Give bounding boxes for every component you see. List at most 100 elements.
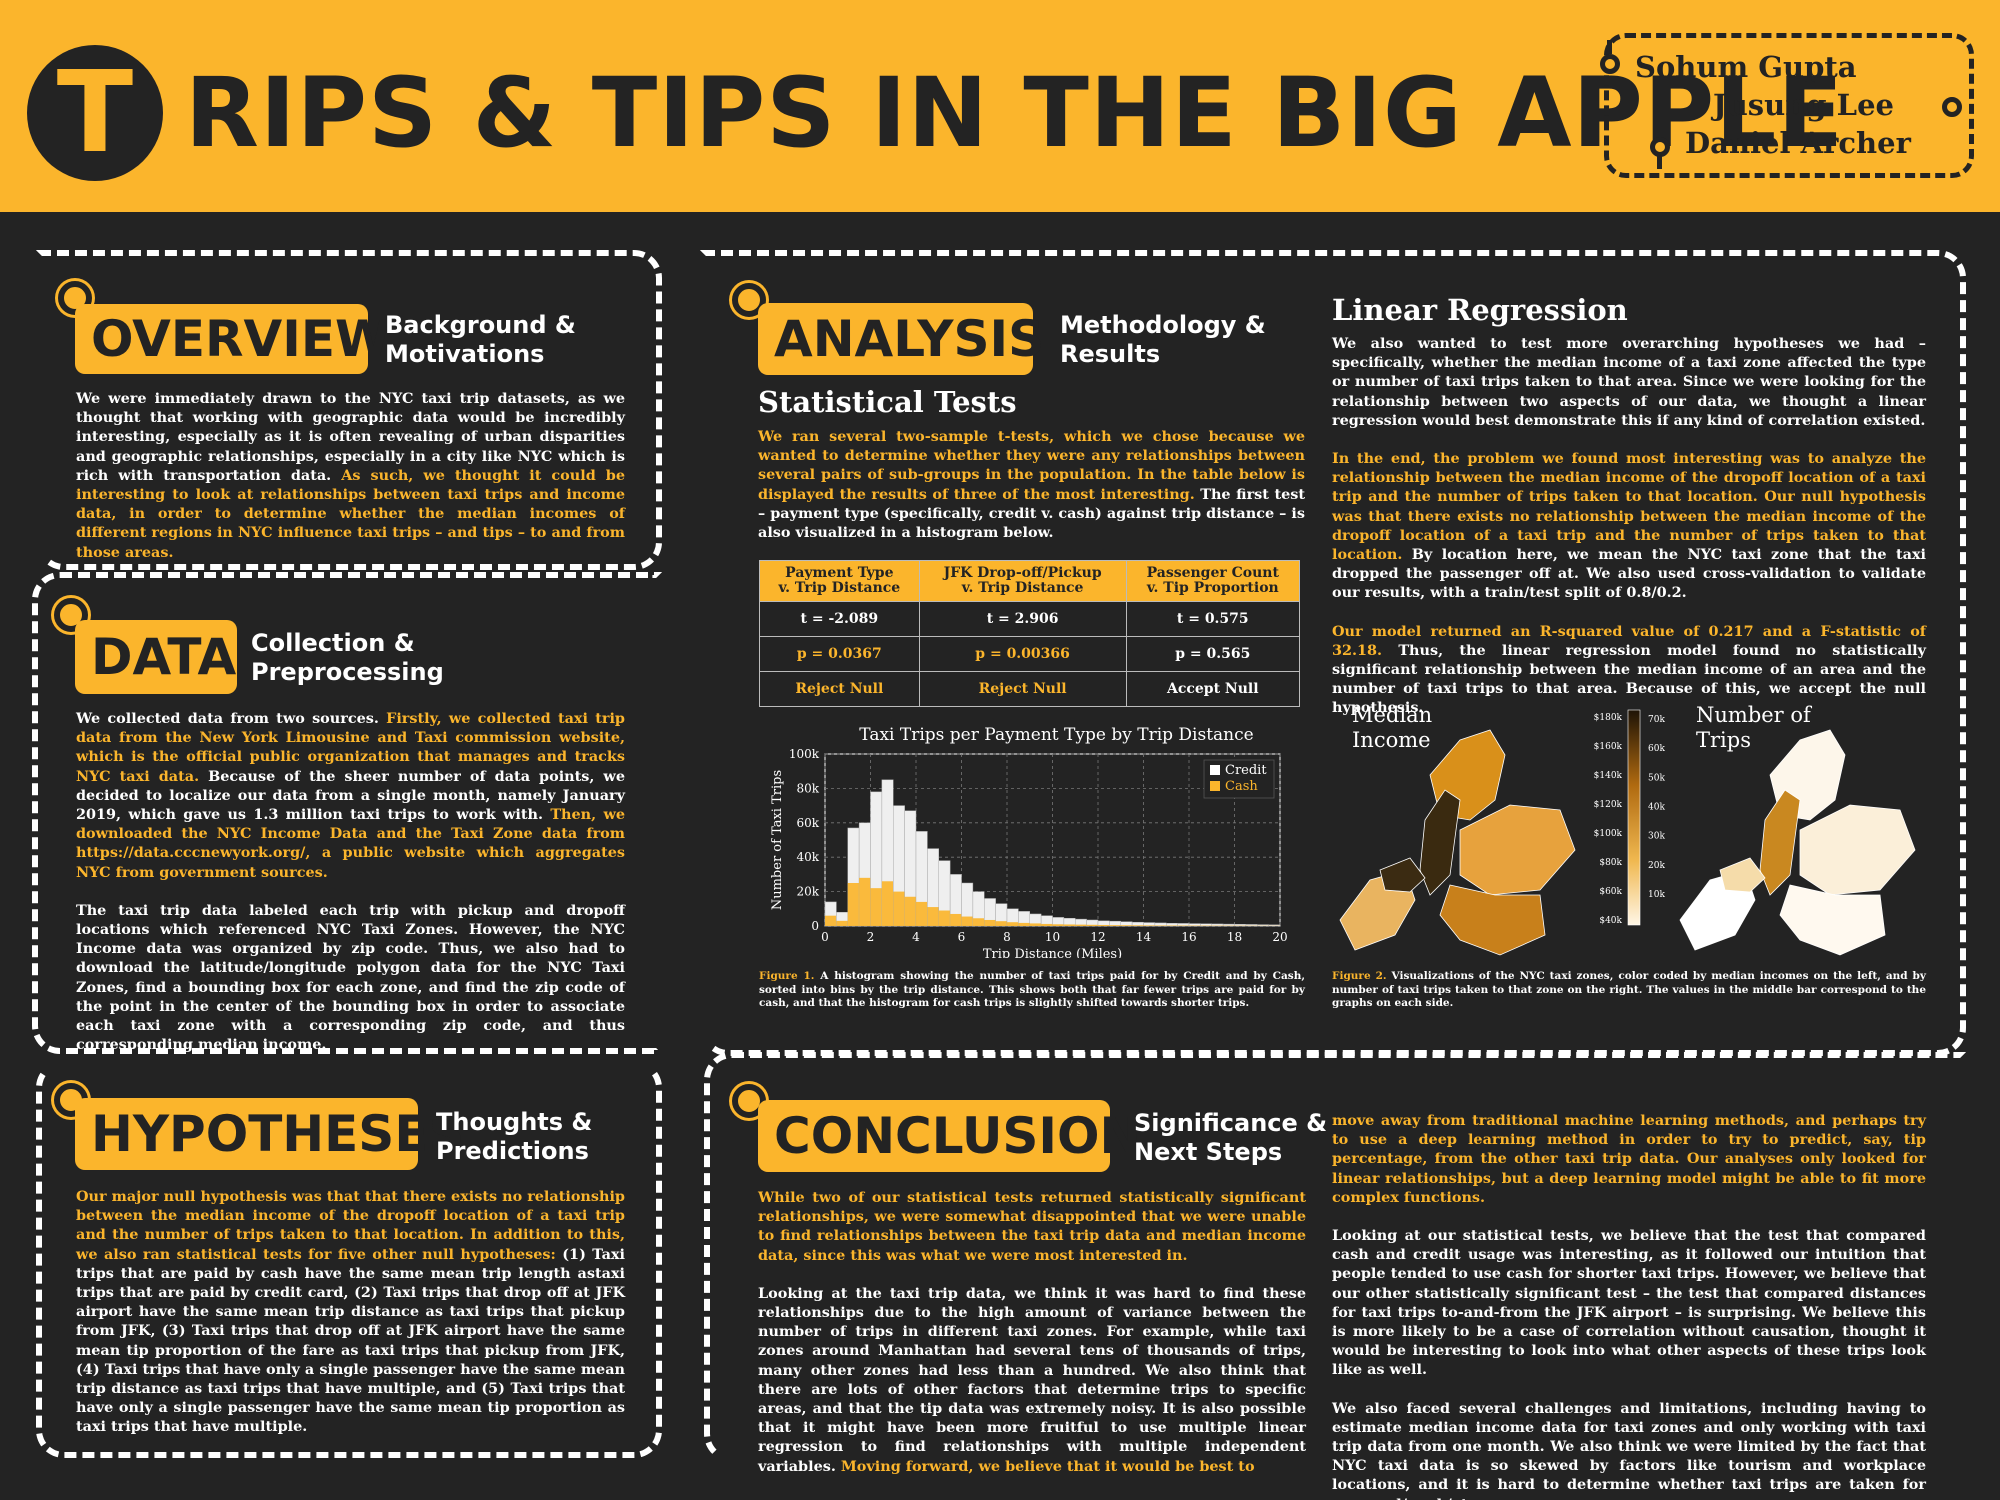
- x-axis-label: Trip Distance (Miles): [983, 947, 1122, 958]
- data-body: We collected data from two sources. Firs…: [76, 709, 625, 1073]
- text-segment: We ran several two-sample t-tests, which…: [758, 428, 1305, 503]
- map-pin-icon: [1600, 54, 1620, 74]
- table-cell: t = -2.089: [759, 601, 920, 637]
- pin-stem: [1657, 155, 1662, 169]
- conclusion-subtitle: Significance & Next Steps: [1134, 1109, 1328, 1166]
- bar-cash: [1109, 925, 1121, 926]
- bar-cash: [938, 910, 951, 926]
- paragraph: We were immediately drawn to the NYC tax…: [76, 389, 625, 562]
- text-segment: The taxi trip data labeled each trip wit…: [76, 901, 625, 1054]
- income-scale-label: $100k: [1594, 829, 1623, 839]
- statistical-tests-body: We ran several two-sample t-tests, which…: [758, 427, 1305, 542]
- hypotheses-subtitle: Thoughts & Predictions: [436, 1108, 593, 1165]
- bar-cash: [893, 891, 905, 926]
- colorbar: [1627, 709, 1641, 926]
- bar-cash: [916, 901, 928, 926]
- text-segment: Visualizations of the NYC taxi zones, co…: [1332, 970, 1926, 1009]
- table-header: Passenger Count v. Tip Proportion: [1125, 560, 1301, 602]
- table-row: p = 0.0367 p = 0.00366 p = 0.565: [759, 636, 1301, 672]
- overview-tag: OVERVIEW: [75, 304, 390, 374]
- income-scale-label: $60k: [1599, 887, 1622, 897]
- hypotheses-panel: [36, 1060, 662, 1458]
- table-cell: t = 0.575: [1125, 601, 1301, 637]
- text-segment: Looking at the taxi trip data, we think …: [758, 1284, 1306, 1475]
- map-pin-icon: [1942, 97, 1962, 117]
- text-segment: Moving forward, we believe that it would…: [840, 1457, 1255, 1475]
- paragraph: Looking at the taxi trip data, we think …: [758, 1284, 1306, 1476]
- bar-cash: [995, 921, 1007, 926]
- legend-label: Cash: [1225, 779, 1258, 794]
- paragraph: move away from traditional machine learn…: [1332, 1111, 1926, 1207]
- income-scale-label: $180k: [1594, 713, 1623, 723]
- text-segment: (1) Taxi trips that are paid by cash hav…: [76, 1245, 625, 1436]
- bar-cash: [881, 881, 894, 926]
- text-segment: By location here, we mean the NYC taxi z…: [1332, 546, 1926, 602]
- borough-manhattan: [1419, 789, 1461, 896]
- y-tick-label: 40k: [796, 850, 819, 864]
- paragraph: Our major null hypothesis was that that …: [76, 1187, 625, 1437]
- x-tick-label: 8: [1003, 930, 1011, 944]
- text-segment: Our major null hypothesis was that that …: [76, 1188, 625, 1263]
- y-axis-label: Number of Taxi Trips: [770, 770, 785, 910]
- bar-cash: [1018, 922, 1030, 926]
- paragraph: We also wanted to test more overarching …: [1332, 334, 1926, 430]
- y-tick-label: 0: [811, 919, 819, 933]
- map-left-label: Median: [1352, 703, 1432, 727]
- table-cell: Reject Null: [918, 671, 1127, 707]
- y-tick-label: 80k: [796, 781, 819, 795]
- trips-scale-label: 40k: [1648, 803, 1665, 813]
- t-test-table: Payment Type v. Trip Distance JFK Drop-of…: [759, 560, 1301, 707]
- overview-panel: [36, 250, 662, 570]
- bar-cash: [836, 920, 848, 926]
- paragraph: While two of our statistical tests retur…: [758, 1188, 1306, 1265]
- bar-cash: [1041, 923, 1053, 926]
- borough-brooklyn: [1439, 884, 1546, 956]
- y-tick-label: 100k: [789, 747, 820, 761]
- linear-regression-heading: Linear Regression: [1332, 293, 1628, 327]
- analysis-subtitle: Methodology & Results: [1060, 311, 1266, 368]
- map-pin-icon: [1650, 137, 1670, 157]
- legend-box: [1203, 759, 1275, 799]
- paragraph: Looking at our statistical tests, we bel…: [1332, 1226, 1926, 1380]
- text-segment: Looking at our statistical tests, we bel…: [1332, 1227, 1926, 1379]
- conclusion-body-right: move away from traditional machine learn…: [1332, 1111, 1926, 1500]
- text-segment: We collected data from two sources.: [76, 710, 387, 727]
- bar-cash: [1075, 924, 1087, 926]
- bar-cash: [1007, 922, 1019, 926]
- map-left-label: Income: [1352, 728, 1431, 752]
- overview-body: We were immediately drawn to the NYC tax…: [76, 389, 625, 581]
- logo-badge: T: [27, 45, 163, 181]
- bar-cash: [972, 918, 985, 926]
- table-header: Payment Type v. Trip Distance: [759, 560, 920, 602]
- pin-stem: [1607, 40, 1612, 54]
- paragraph: Our model returned an R-squared value of…: [1332, 622, 1926, 718]
- borough-downtown: [1719, 857, 1766, 893]
- x-tick-label: 0: [821, 930, 829, 944]
- income-scale-label: $80k: [1599, 858, 1622, 868]
- x-tick-label: 2: [867, 930, 875, 944]
- bar-cash: [1120, 925, 1133, 926]
- legend-swatch: [1210, 781, 1220, 791]
- x-tick-label: 4: [912, 930, 920, 944]
- map-right-label: Number of: [1696, 703, 1813, 727]
- table-cell: t = 2.906: [918, 601, 1127, 637]
- bar-cash: [1063, 924, 1076, 926]
- map-right-label: Trips: [1696, 728, 1751, 752]
- data-panel: [32, 572, 662, 1054]
- linear-regression-body: We also wanted to test more overarching …: [1332, 334, 1926, 737]
- income-scale-label: $140k: [1594, 771, 1623, 781]
- author-name: Jusung Lee: [1713, 88, 1894, 122]
- x-tick-label: 18: [1227, 930, 1242, 944]
- text-segment: We also wanted to test more overarching …: [1332, 335, 1926, 429]
- figure2-caption: Figure 2. Visualizations of the NYC taxi…: [1332, 970, 1926, 1011]
- text-segment: A histogram showing the number of taxi t…: [759, 970, 1306, 1009]
- bar-credit: [1257, 924, 1269, 927]
- table-cell: Accept Null: [1125, 671, 1301, 707]
- conclusion-panel: [704, 1052, 1966, 1462]
- trips-scale-label: 10k: [1648, 890, 1665, 900]
- bar-cash: [825, 915, 837, 926]
- histogram-chart: Taxi Trips per Payment Type by Trip Dist…: [770, 725, 1288, 958]
- text-segment: Thus, the linear regression model found …: [1332, 641, 1926, 717]
- poster-title: RIPS & TIPS IN THE BIG APPLE: [185, 57, 1845, 169]
